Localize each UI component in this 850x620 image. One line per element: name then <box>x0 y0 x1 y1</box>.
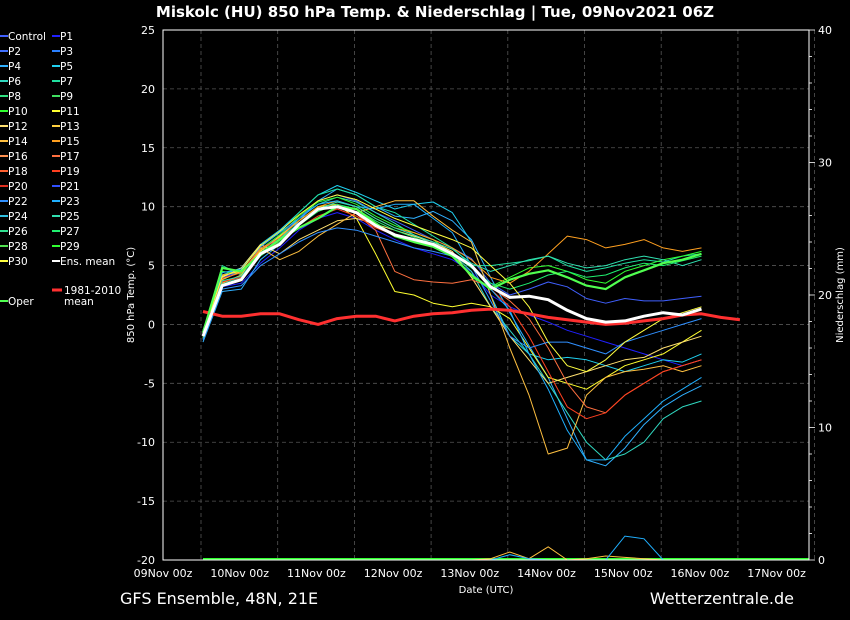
legend-entry-p7: P7 <box>60 76 73 88</box>
y-tick-label: 25 <box>141 24 155 37</box>
legend-entry-p19: P19 <box>60 166 80 178</box>
legend-entry-ens-mean: Ens. mean <box>60 256 115 268</box>
y-axis-right: 40 30 20 10 0 <box>809 24 832 567</box>
legend-entry-p12: P12 <box>8 121 28 133</box>
legend-entry-p27: P27 <box>60 226 80 238</box>
legend-entry-climate: 1981-2010 <box>64 285 121 297</box>
legend-entry-p26: P26 <box>8 226 28 238</box>
legend-entry-p22: P22 <box>8 196 28 208</box>
legend-entry-p24: P24 <box>8 211 28 223</box>
legend-entry-p13: P13 <box>60 121 80 133</box>
x-tick-label: 14Nov 00z <box>517 567 576 580</box>
legend-entry-p18: P18 <box>8 166 28 178</box>
y-axis-label-right: Niederschlag (mm) <box>835 247 846 343</box>
y-tick-label-right: 10 <box>818 422 832 435</box>
series-line-p15 <box>202 200 702 337</box>
y-tick-label: -20 <box>137 554 155 567</box>
x-tick-label: 10Nov 00z <box>210 567 269 580</box>
legend-entry-p29: P29 <box>60 241 80 253</box>
legend-entry-climate-line2: mean <box>64 296 94 308</box>
precip-lines <box>203 535 809 561</box>
y-axis-left: 25 20 15 10 5 0 -5 -10 -15 -20 <box>137 24 155 567</box>
series-line-p25 <box>202 201 702 337</box>
legend-entry-p28: P28 <box>8 241 28 253</box>
x-axis: 09Nov 00z 10Nov 00z 11Nov 00z 12Nov 00z 13No… <box>134 567 807 580</box>
legend-entry-p23: P23 <box>60 196 80 208</box>
legend-entry-p8: P8 <box>8 91 21 103</box>
grid <box>163 29 815 561</box>
legend-entry-p21: P21 <box>60 181 80 193</box>
legend-entry-p4: P4 <box>8 61 21 73</box>
y-tick-label: -15 <box>137 495 155 508</box>
legend-entry-p25: P25 <box>60 211 80 223</box>
footer-model-info: GFS Ensemble, 48N, 21E <box>120 589 318 608</box>
legend-entry-p10: P10 <box>8 106 28 118</box>
x-tick-label: 11Nov 00z <box>287 567 346 580</box>
y-tick-label-right: 30 <box>818 157 832 170</box>
chart-title: Miskolc (HU) 850 hPa Temp. & Niederschla… <box>156 3 714 22</box>
series-line-p12 <box>202 217 702 384</box>
y-tick-label: 0 <box>148 318 155 331</box>
y-tick-label: 15 <box>141 142 155 155</box>
legend-entry-p11: P11 <box>60 106 80 118</box>
legend-entry-p17: P17 <box>60 151 80 163</box>
series-line-ens-mean <box>201 205 702 337</box>
series-line-p14 <box>202 200 702 455</box>
legend-entry-p16: P16 <box>8 151 28 163</box>
legend-entry-p3: P3 <box>60 46 73 58</box>
plot-frame <box>162 29 810 561</box>
x-tick-label: 17Nov 00z <box>747 567 806 580</box>
legend-entry-p9: P9 <box>60 91 73 103</box>
legend-entry-p6: P6 <box>8 76 21 88</box>
legend-entry-p5: P5 <box>60 61 73 73</box>
y-tick-label-right: 20 <box>818 289 832 302</box>
y-tick-label: 20 <box>141 83 155 96</box>
series-line-p30 <box>202 194 702 373</box>
legend-entry-oper: Oper <box>8 296 34 308</box>
x-tick-label: 12Nov 00z <box>364 567 423 580</box>
y-tick-label: -5 <box>144 377 155 390</box>
x-tick-label: 15Nov 00z <box>594 567 653 580</box>
legend-entry-p15: P15 <box>60 136 80 148</box>
series-line-p23 <box>202 200 702 461</box>
y-tick-label-right: 40 <box>818 24 832 37</box>
footer-source: Wetterzentrale.de <box>650 589 794 608</box>
legend-entry-p14: P14 <box>8 136 28 148</box>
y-tick-label: 5 <box>148 260 155 273</box>
y-axis-label-left: 850 hPa Temp. (°C) <box>126 247 137 343</box>
legend-entry-control: Control <box>8 31 46 43</box>
legend: Control P1 P2 P3 P4 P5 P6 P7 P8 P9 P10 P11 P12 P13 P14… <box>0 31 121 308</box>
series-line-p11 <box>202 203 702 390</box>
series-line-1981-2010-mean <box>202 307 741 326</box>
x-tick-label: 13Nov 00z <box>440 567 499 580</box>
x-tick-label: 16Nov 00z <box>671 567 730 580</box>
series-lines <box>201 185 741 467</box>
legend-entry-p1: P1 <box>60 31 73 43</box>
y-tick-label: -10 <box>137 436 155 449</box>
y-tick-label: 10 <box>141 201 155 214</box>
x-axis-label: Date (UTC) <box>459 585 514 596</box>
y-tick-label-right: 0 <box>818 554 825 567</box>
legend-entry-p2: P2 <box>8 46 21 58</box>
legend-entry-p30: P30 <box>8 256 28 268</box>
x-tick-label: 09Nov 00z <box>134 567 193 580</box>
legend-entry-p20: P20 <box>8 181 28 193</box>
